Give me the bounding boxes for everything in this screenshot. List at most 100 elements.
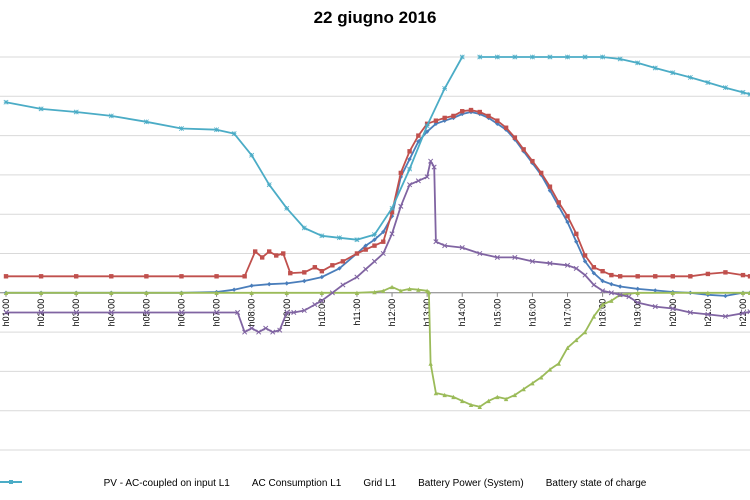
data-point-grid-l1 bbox=[705, 290, 711, 295]
data-point-pv-ac-coupled-on-input-l1 bbox=[231, 287, 237, 292]
legend-label: Grid L1 bbox=[363, 478, 397, 489]
data-point-battery-power-system bbox=[431, 164, 437, 170]
x-tick-label: h17:00 bbox=[563, 299, 573, 327]
data-point-battery-state-of-charge bbox=[108, 113, 114, 119]
x-tick-label: h19:00 bbox=[633, 299, 643, 327]
data-point-grid-l1 bbox=[284, 290, 289, 295]
data-point-battery-state-of-charge bbox=[354, 237, 360, 243]
series-line-pv-ac-coupled-on-input-l1 bbox=[6, 111, 750, 297]
data-point-ac-consumption-l1 bbox=[609, 272, 614, 278]
data-point-battery-power-system bbox=[263, 325, 269, 331]
data-point-battery-power-system bbox=[407, 182, 413, 188]
data-point-ac-consumption-l1 bbox=[600, 268, 605, 274]
data-point-grid-l1 bbox=[512, 392, 518, 398]
data-point-battery-state-of-charge bbox=[617, 56, 623, 62]
chart-title: 22 giugno 2016 bbox=[313, 8, 437, 27]
data-point-ac-consumption-l1 bbox=[389, 210, 395, 215]
data-point-battery-state-of-charge bbox=[73, 109, 79, 115]
data-point-grid-l1 bbox=[389, 284, 395, 290]
legend-item-pv-ac-coupled-on-input-l1: PV - AC-coupled on input L1 bbox=[0, 478, 230, 489]
data-point-grid-l1 bbox=[565, 345, 570, 351]
data-point-battery-power-system bbox=[428, 158, 434, 164]
data-point-grid-l1 bbox=[574, 337, 579, 343]
data-point-grid-l1 bbox=[600, 302, 605, 307]
data-point-pv-ac-coupled-on-input-l1 bbox=[381, 229, 386, 235]
data-point-grid-l1 bbox=[354, 290, 360, 295]
data-point-ac-consumption-l1 bbox=[451, 113, 456, 119]
data-point-battery-power-system bbox=[389, 231, 395, 237]
data-point-ac-consumption-l1 bbox=[407, 149, 412, 154]
data-point-battery-power-system bbox=[284, 309, 290, 316]
data-point-battery-state-of-charge bbox=[372, 232, 377, 238]
data-point-battery-state-of-charge bbox=[459, 54, 465, 60]
data-point-battery-state-of-charge bbox=[512, 54, 518, 60]
data-point-ac-consumption-l1 bbox=[363, 247, 368, 252]
data-point-battery-state-of-charge bbox=[705, 80, 711, 86]
x-tick-label: h20:00 bbox=[668, 299, 678, 327]
series-line-battery-state-of-charge bbox=[5, 56, 750, 241]
data-point-ac-consumption-l1 bbox=[468, 107, 474, 113]
data-point-grid-l1 bbox=[381, 288, 386, 294]
data-point-grid-l1 bbox=[740, 290, 746, 295]
data-point-grid-l1 bbox=[249, 290, 254, 295]
data-point-pv-ac-coupled-on-input-l1 bbox=[565, 219, 570, 225]
data-point-battery-power-system bbox=[277, 327, 283, 333]
data-point-battery-power-system bbox=[600, 288, 606, 294]
data-point-ac-consumption-l1 bbox=[688, 274, 693, 279]
data-point-battery-power-system bbox=[747, 309, 750, 315]
data-point-battery-state-of-charge bbox=[670, 70, 676, 76]
data-point-ac-consumption-l1 bbox=[617, 274, 623, 279]
data-point-grid-l1 bbox=[556, 361, 561, 366]
data-point-grid-l1 bbox=[38, 290, 44, 295]
data-point-ac-consumption-l1 bbox=[340, 259, 346, 264]
x-tick-label: h11:00 bbox=[352, 299, 362, 326]
data-point-ac-consumption-l1 bbox=[354, 251, 360, 256]
data-point-ac-consumption-l1 bbox=[705, 271, 711, 277]
data-point-battery-state-of-charge bbox=[424, 123, 430, 129]
data-point-battery-power-system bbox=[214, 309, 220, 316]
data-point-ac-consumption-l1 bbox=[477, 109, 482, 115]
data-point-battery-power-system bbox=[235, 309, 241, 316]
data-point-ac-consumption-l1 bbox=[372, 243, 377, 248]
data-point-pv-ac-coupled-on-input-l1 bbox=[582, 259, 588, 264]
data-point-battery-state-of-charge bbox=[494, 54, 500, 60]
data-point-ac-consumption-l1 bbox=[486, 113, 491, 119]
data-point-ac-consumption-l1 bbox=[242, 274, 247, 279]
data-point-battery-power-system bbox=[687, 309, 693, 316]
data-point-ac-consumption-l1 bbox=[582, 253, 588, 258]
data-point-ac-consumption-l1 bbox=[521, 147, 526, 152]
data-point-battery-state-of-charge bbox=[3, 99, 9, 105]
data-point-ac-consumption-l1 bbox=[512, 135, 518, 140]
data-point-ac-consumption-l1 bbox=[259, 255, 265, 260]
data-point-battery-state-of-charge bbox=[547, 54, 553, 60]
data-point-battery-power-system bbox=[608, 290, 614, 296]
data-point-battery-power-system bbox=[249, 325, 255, 331]
x-tick-label: h15:00 bbox=[492, 299, 502, 327]
data-point-grid-l1 bbox=[635, 290, 640, 295]
data-point-battery-power-system bbox=[38, 309, 44, 316]
data-point-battery-power-system bbox=[242, 329, 248, 335]
data-point-ac-consumption-l1 bbox=[38, 274, 44, 279]
data-point-grid-l1 bbox=[426, 289, 432, 295]
data-point-ac-consumption-l1 bbox=[319, 268, 325, 274]
data-point-grid-l1 bbox=[495, 394, 500, 400]
data-point-battery-state-of-charge bbox=[600, 54, 606, 60]
data-point-ac-consumption-l1 bbox=[442, 115, 447, 121]
data-point-battery-power-system bbox=[477, 250, 483, 257]
data-point-grid-l1 bbox=[179, 290, 184, 295]
data-point-ac-consumption-l1 bbox=[267, 249, 272, 254]
data-point-ac-consumption-l1 bbox=[574, 231, 579, 237]
data-point-ac-consumption-l1 bbox=[503, 125, 509, 130]
data-point-grid-l1 bbox=[521, 386, 526, 392]
data-point-pv-ac-coupled-on-input-l1 bbox=[653, 288, 658, 293]
legend-label: Battery state of charge bbox=[545, 478, 647, 489]
legend-item-battery-state-of-charge: Battery state of charge bbox=[0, 478, 647, 489]
data-point-battery-power-system bbox=[178, 309, 185, 316]
x-tick-label: h08:00 bbox=[247, 299, 257, 327]
data-point-grid-l1 bbox=[451, 394, 456, 400]
data-point-battery-state-of-charge bbox=[389, 205, 395, 211]
legend-item-ac-consumption-l1: AC Consumption L1 bbox=[0, 478, 341, 489]
data-point-battery-state-of-charge bbox=[249, 152, 255, 158]
data-point-grid-l1 bbox=[530, 380, 535, 386]
